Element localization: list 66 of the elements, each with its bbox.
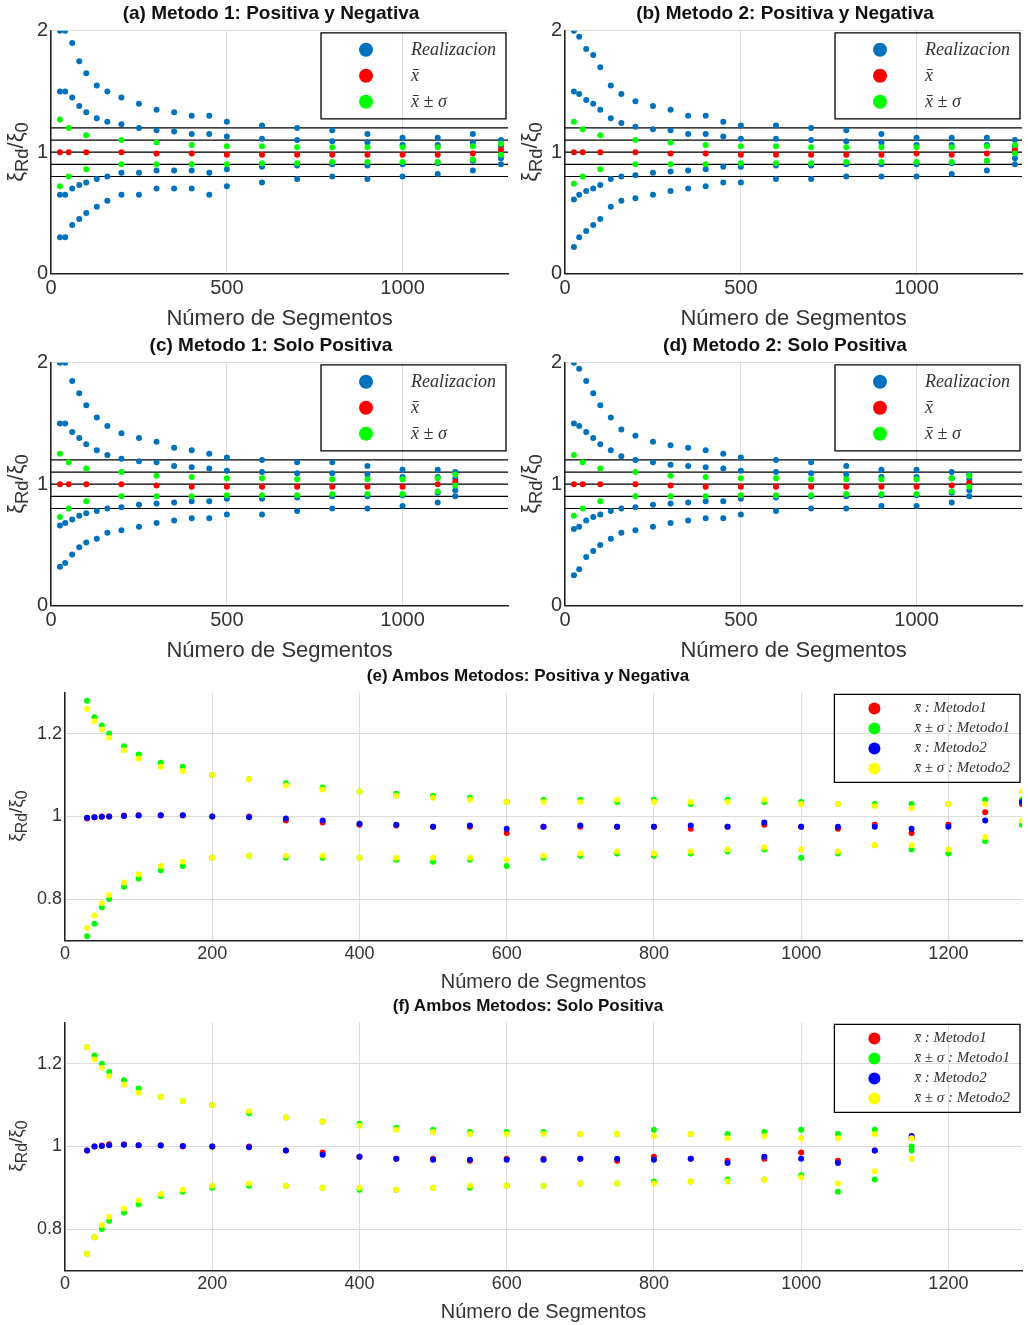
y-tick-label: 1: [37, 139, 49, 162]
legend-label: x̄ : Metodo1: [913, 1029, 987, 1046]
chart-title: (c) Metodo 1: Solo Positiva: [149, 333, 393, 355]
legend-label: Realizacion: [410, 370, 496, 391]
x-tick-label: 400: [344, 943, 375, 964]
x-tick-label: 1000: [894, 276, 939, 299]
x-tick-label: 1000: [894, 608, 939, 631]
x-tick-label: 500: [210, 608, 244, 631]
y-tick-label: 0.8: [36, 888, 63, 909]
x-tick-label: 800: [638, 1273, 669, 1294]
y-tick-label: 2: [37, 350, 49, 373]
y-tick-label: 1.2: [36, 722, 63, 743]
legend-label: x̄: [410, 396, 420, 417]
legend-label: x̄ ± σ : Metodo1: [913, 1049, 1011, 1066]
x-axis-title: Número de Segmentos: [166, 636, 393, 662]
legend-label: x̄ ± σ : Metodo2: [913, 759, 1011, 776]
y-tick-label: 1: [52, 805, 63, 826]
x-axis-title: Número de Segmentos: [680, 304, 907, 330]
x-tick-label: 400: [344, 1273, 375, 1294]
x-tick-label: 1000: [380, 276, 425, 299]
x-tick-label: 1000: [781, 943, 822, 964]
x-tick-label: 600: [491, 943, 522, 964]
legend-label: x̄ ± σ: [410, 90, 448, 111]
x-tick-label: 200: [197, 943, 228, 964]
chart-title: (a) Metodo 1: Positiva y Negativa: [122, 1, 420, 23]
x-tick-label: 1200: [928, 1273, 969, 1294]
x-axis-title: Número de Segmentos: [166, 304, 393, 330]
legend-label: x̄: [410, 64, 420, 85]
y-tick-label: 1: [551, 139, 563, 162]
x-tick-label: 800: [638, 943, 669, 964]
legend-label: x̄ : Metodo2: [913, 1069, 988, 1086]
y-tick-label: 1: [37, 471, 49, 494]
legend-label: x̄: [924, 64, 934, 85]
x-tick-label: 500: [724, 608, 758, 631]
legend-label: x̄ ± σ: [924, 422, 962, 443]
y-tick-label: 1: [551, 471, 563, 494]
legend-label: x̄ : Metodo1: [913, 699, 987, 716]
x-tick-label: 600: [491, 1273, 522, 1294]
x-tick-label: 500: [724, 276, 758, 299]
x-tick-label: 1000: [781, 1273, 822, 1294]
x-tick-label: 1000: [380, 608, 425, 631]
x-axis-title: Número de Segmentos: [440, 1299, 647, 1322]
chart-title: (f) Ambos Metodos: Solo Positiva: [392, 995, 664, 1015]
x-tick-label: 200: [197, 1273, 228, 1294]
legend-label: Realizacion: [410, 38, 496, 59]
legend-label: x̄: [924, 396, 934, 417]
x-tick-label: 500: [210, 276, 244, 299]
y-tick-label: 2: [551, 350, 563, 373]
legend-label: Realizacion: [924, 38, 1010, 59]
legend-label: x̄ : Metodo2: [913, 739, 988, 756]
chart-title: (b) Metodo 2: Positiva y Negativa: [636, 1, 935, 23]
x-axis-title: Número de Segmentos: [440, 969, 647, 992]
x-axis-title: Número de Segmentos: [680, 636, 907, 662]
y-tick-label: 1.2: [36, 1052, 63, 1073]
legend-label: x̄ ± σ: [410, 422, 448, 443]
y-tick-label: 1: [52, 1135, 63, 1156]
chart-title: (e) Ambos Metodos: Positiva y Negativa: [366, 665, 690, 685]
legend-label: x̄ ± σ: [924, 90, 962, 111]
y-tick-label: 2: [37, 18, 49, 41]
y-tick-label: 2: [551, 18, 563, 41]
legend-label: x̄ ± σ : Metodo1: [913, 719, 1011, 736]
chart-title: (d) Metodo 2: Solo Positiva: [663, 333, 908, 355]
y-tick-label: 0.8: [36, 1218, 63, 1239]
legend-label: Realizacion: [924, 370, 1010, 391]
legend-label: x̄ ± σ : Metodo2: [913, 1089, 1011, 1106]
x-tick-label: 1200: [928, 943, 969, 964]
